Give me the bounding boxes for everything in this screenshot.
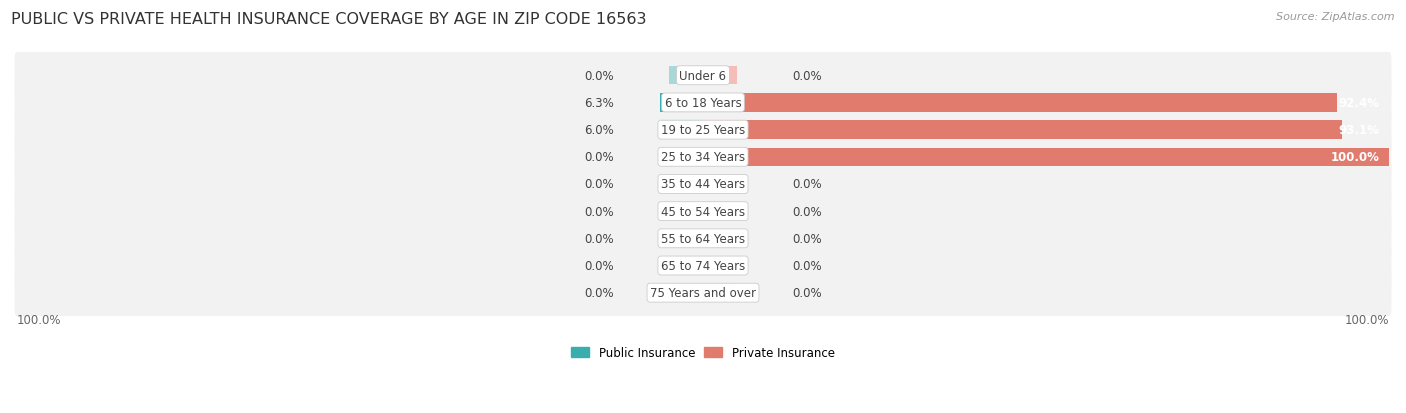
Text: 93.1%: 93.1% [1339,124,1379,137]
Legend: Public Insurance, Private Insurance: Public Insurance, Private Insurance [567,342,839,364]
FancyBboxPatch shape [14,216,1392,262]
Text: 0.0%: 0.0% [583,178,614,191]
Text: 0.0%: 0.0% [583,151,614,164]
Text: 35 to 44 Years: 35 to 44 Years [661,178,745,191]
FancyBboxPatch shape [14,242,1392,289]
Text: PUBLIC VS PRIVATE HEALTH INSURANCE COVERAGE BY AGE IN ZIP CODE 16563: PUBLIC VS PRIVATE HEALTH INSURANCE COVER… [11,12,647,27]
Text: 65 to 74 Years: 65 to 74 Years [661,259,745,272]
FancyBboxPatch shape [14,80,1392,126]
Text: 0.0%: 0.0% [792,287,823,299]
Bar [703,94,1337,112]
Text: 0.0%: 0.0% [583,232,614,245]
Bar [703,256,737,275]
Bar [669,230,703,248]
Text: 0.0%: 0.0% [583,205,614,218]
Text: 0.0%: 0.0% [792,69,823,83]
Text: Source: ZipAtlas.com: Source: ZipAtlas.com [1277,12,1395,22]
Text: 0.0%: 0.0% [583,69,614,83]
Text: 100.0%: 100.0% [17,313,60,326]
Text: 0.0%: 0.0% [792,205,823,218]
Text: Under 6: Under 6 [679,69,727,83]
Text: 100.0%: 100.0% [1346,313,1389,326]
Bar [703,67,737,85]
FancyBboxPatch shape [14,53,1392,99]
Bar [669,148,703,166]
FancyBboxPatch shape [14,107,1392,154]
Text: 100.0%: 100.0% [1330,151,1379,164]
Text: 0.0%: 0.0% [792,259,823,272]
Text: 6.3%: 6.3% [583,97,614,110]
Bar [703,121,1341,140]
Bar [669,284,703,302]
Text: 92.4%: 92.4% [1339,97,1379,110]
FancyBboxPatch shape [14,134,1392,180]
Text: 25 to 34 Years: 25 to 34 Years [661,151,745,164]
Bar [669,256,703,275]
Bar [662,121,703,140]
Bar [703,148,1389,166]
Text: 0.0%: 0.0% [583,259,614,272]
Text: 0.0%: 0.0% [792,232,823,245]
Text: 0.0%: 0.0% [792,178,823,191]
Bar [703,230,737,248]
Bar [669,202,703,221]
Bar [659,94,703,112]
Bar [703,284,737,302]
Text: 55 to 64 Years: 55 to 64 Years [661,232,745,245]
Text: 6 to 18 Years: 6 to 18 Years [665,97,741,110]
Text: 75 Years and over: 75 Years and over [650,287,756,299]
Bar [669,175,703,194]
Bar [703,175,737,194]
Text: 6.0%: 6.0% [583,124,614,137]
Text: 0.0%: 0.0% [583,287,614,299]
Text: 19 to 25 Years: 19 to 25 Years [661,124,745,137]
Text: 45 to 54 Years: 45 to 54 Years [661,205,745,218]
FancyBboxPatch shape [14,270,1392,316]
Bar [703,202,737,221]
Bar [669,67,703,85]
FancyBboxPatch shape [14,161,1392,208]
FancyBboxPatch shape [14,188,1392,235]
